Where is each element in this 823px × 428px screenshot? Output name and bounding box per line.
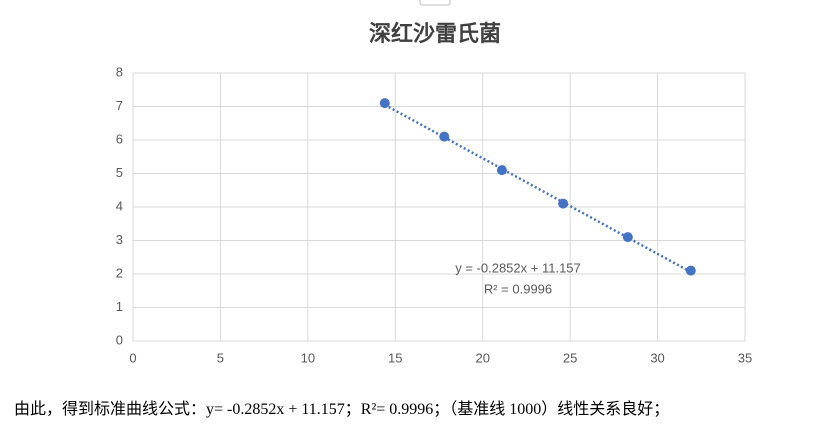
handle (419, 0, 451, 6)
x-tick-label: 0 (129, 350, 136, 365)
chart-title: 深红沙雷氏菌 (369, 21, 501, 47)
x-tick-label: 30 (650, 350, 664, 365)
y-tick-label: 7 (116, 98, 123, 113)
x-tick-label: 20 (475, 350, 489, 365)
y-tick-label: 4 (116, 198, 123, 213)
x-tick-label: 5 (217, 350, 224, 365)
point (622, 232, 633, 243)
y-tick-label: 0 (116, 332, 123, 347)
x-tick-label: 10 (301, 350, 315, 365)
point (496, 165, 507, 176)
y-tick-label: 5 (116, 165, 123, 180)
x-tick-label: 15 (388, 350, 402, 365)
y-tick-label: 8 (116, 64, 123, 79)
y-tick-label: 3 (116, 232, 123, 247)
x-tick-label: 25 (563, 350, 577, 365)
point (439, 131, 450, 142)
point (558, 198, 569, 209)
trendline (384, 103, 692, 274)
point (685, 265, 696, 276)
point (379, 98, 390, 109)
y-tick-label: 1 (116, 299, 123, 314)
chart: 深红沙雷氏菌 0 1 2 3 4 5 6 7 8 0 5 10 15 20 25 30 35 y = -0.285… (116, 0, 752, 365)
y-tick-label: 2 (116, 265, 123, 280)
caption: 由此，得到标准曲线公式：y= -0.2852x + 11.157；R²= 0.9… (14, 401, 670, 418)
x-tick-label: 35 (738, 350, 752, 365)
trendline-equation: y = -0.2852x + 11.157 (455, 260, 581, 275)
y-tick-label: 6 (116, 131, 123, 146)
r-squared: R² = 0.9996 (484, 281, 552, 296)
